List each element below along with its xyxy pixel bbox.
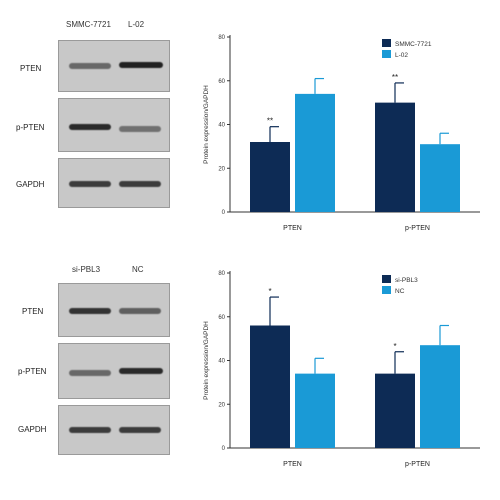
blot-row-label: PTEN: [22, 307, 44, 316]
blot-row-label: p-PTEN: [18, 367, 47, 376]
bar: [420, 144, 460, 212]
legend-swatch: [382, 39, 391, 47]
blot-band: [119, 62, 163, 68]
blot-band: [69, 427, 111, 433]
blot-row-label: GAPDH: [18, 425, 47, 434]
x-tick-label: PTEN: [283, 225, 302, 232]
blot-band: [119, 368, 163, 374]
y-tick-label: 40: [218, 359, 225, 365]
significance-marker: *: [393, 342, 396, 351]
y-tick-label: 60: [218, 79, 225, 85]
blot-strip-gapdh: [58, 405, 170, 455]
blot-panel-top: SMMC-7721 L-02 PTEN p-PTEN GAPDH: [0, 0, 180, 220]
blot-band: [69, 63, 111, 69]
legend-label: SMMC-7721: [395, 41, 432, 48]
legend-label: L-02: [395, 52, 408, 59]
blot-row-label: GAPDH: [16, 180, 45, 189]
legend-swatch: [382, 286, 391, 294]
y-tick-label: 0: [222, 210, 226, 216]
blot-lane-label-2: L-02: [128, 20, 145, 29]
legend-label: si-PBL3: [395, 277, 418, 284]
legend-label: NC: [395, 288, 405, 295]
blot-lane-label-1: SMMC-7721: [66, 20, 111, 29]
y-tick-label: 60: [218, 315, 225, 321]
bar: [250, 325, 290, 448]
y-tick-label: 20: [218, 402, 225, 408]
blot-lane-label-1: si-PBL3: [72, 265, 101, 274]
legend-swatch: [382, 275, 391, 283]
blot-strip-pten: [58, 40, 170, 92]
y-tick-label: 80: [218, 271, 225, 277]
bar: [295, 373, 335, 448]
bar: [250, 142, 290, 212]
y-axis-label: Protein expression/GAPDH: [203, 85, 210, 164]
blot-band: [69, 308, 111, 314]
y-tick-label: 80: [218, 35, 225, 41]
significance-marker: **: [267, 117, 273, 126]
blot-strip-gapdh: [58, 158, 170, 208]
blot-band: [119, 308, 161, 314]
y-tick-label: 40: [218, 123, 225, 129]
bar-chart-top: 0 20 40 60 80 Protein expression/GAPDH ** PTEN *…: [203, 35, 480, 232]
x-tick-label: p-PTEN: [405, 225, 430, 232]
y-axis-label: Protein expression/GAPDH: [203, 321, 210, 400]
bar: [420, 345, 460, 448]
blot-band: [69, 124, 111, 130]
x-tick-label: p-PTEN: [405, 461, 430, 468]
legend-swatch: [382, 50, 391, 58]
blot-band: [69, 181, 111, 187]
blot-row-label: p-PTEN: [16, 123, 45, 132]
bar: [375, 373, 415, 448]
blot-strip-p-pten: [58, 98, 170, 152]
y-tick-label: 0: [222, 446, 226, 452]
x-tick-label: PTEN: [283, 461, 302, 468]
blot-row-label: PTEN: [20, 64, 42, 73]
blot-lane-label-2: NC: [132, 265, 144, 274]
bar: [295, 93, 335, 212]
blot-band: [119, 181, 161, 187]
blot-panel-bottom: si-PBL3 NC PTEN p-PTEN GAPDH: [0, 255, 180, 485]
blot-strip-p-pten: [58, 343, 170, 399]
significance-marker: **: [392, 73, 398, 82]
blot-band: [119, 126, 161, 132]
blot-band: [119, 427, 161, 433]
bar: [375, 102, 415, 212]
blot-band: [69, 370, 111, 376]
blot-strip-pten: [58, 283, 170, 337]
y-tick-label: 20: [218, 166, 225, 172]
significance-marker: *: [268, 287, 271, 296]
